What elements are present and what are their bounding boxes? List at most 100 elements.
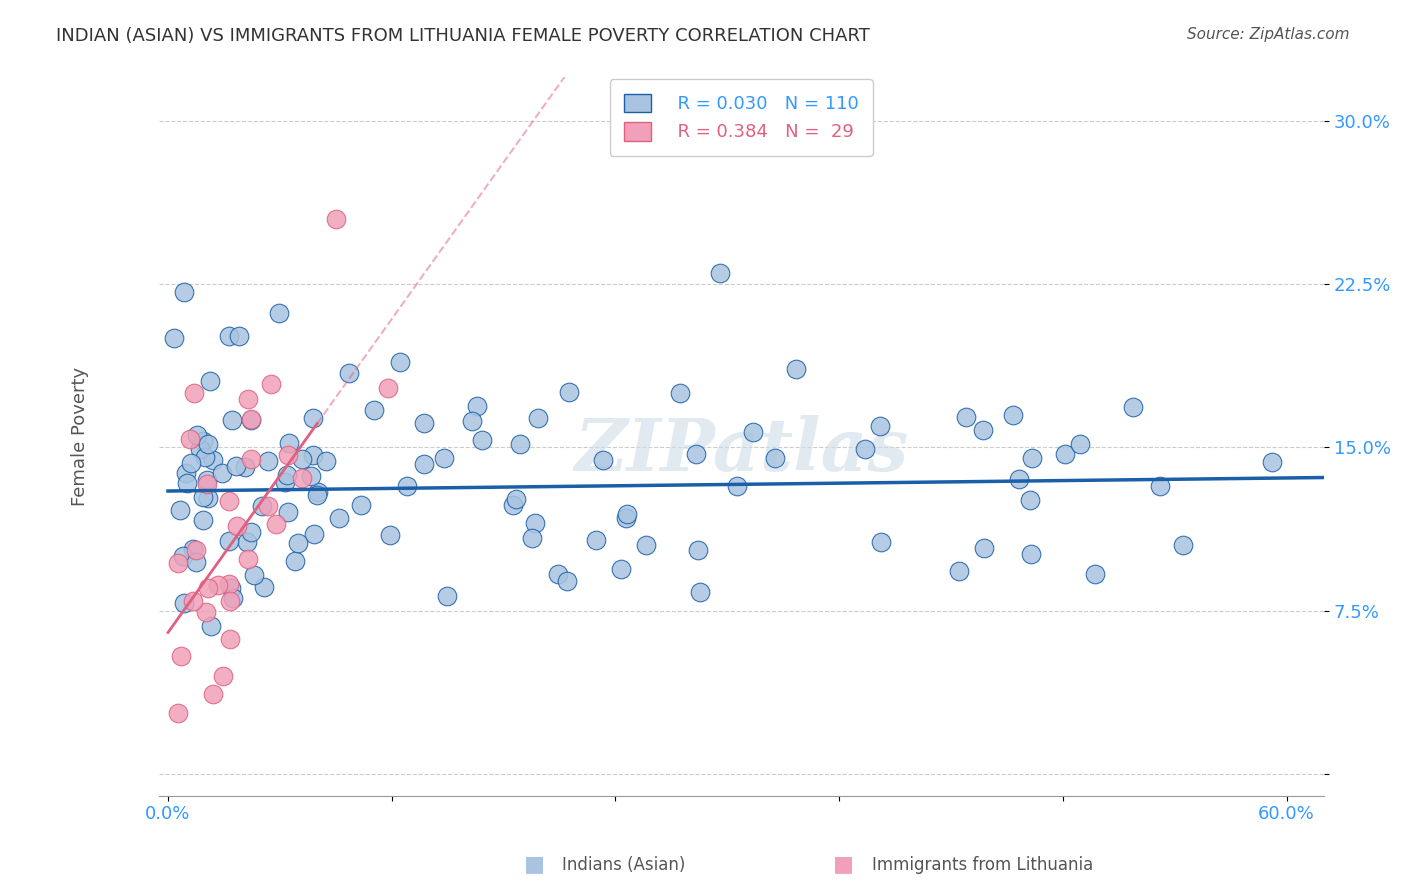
Point [1054,447,1077,461]
Point [302,411,325,425]
Text: ■: ■ [524,855,544,874]
Point [167,706,190,721]
Point [1173,538,1195,552]
Point [616,507,638,521]
Point [236,392,259,406]
Point [163,331,186,345]
Point [240,524,263,539]
Point [236,534,259,549]
Point [291,471,314,485]
Point [269,306,291,320]
Text: INDIAN (ASIAN) VS IMMIGRANTS FROM LITHUANIA FEMALE POVERTY CORRELATION CHART: INDIAN (ASIAN) VS IMMIGRANTS FROM LITHUA… [56,27,870,45]
Point [174,466,197,480]
Point [413,457,436,471]
Y-axis label: Female Poverty: Female Poverty [72,367,89,506]
Point [1084,567,1107,582]
Point [253,580,276,594]
Point [614,511,637,525]
Point [287,535,309,549]
Point [388,355,411,369]
Point [869,418,891,433]
Point [201,687,224,701]
Point [547,566,569,581]
Point [972,423,994,437]
Point [527,410,550,425]
Text: Immigrants from Lithuania: Immigrants from Lithuania [872,856,1092,874]
Point [172,549,194,563]
Point [181,594,204,608]
Point [188,442,211,457]
Point [1019,493,1042,508]
Point [689,584,711,599]
Point [433,450,456,465]
Point [256,499,278,513]
Point [194,450,217,465]
Point [328,511,350,525]
Point [304,526,326,541]
Point [225,519,247,533]
Point [471,434,494,448]
Point [1069,437,1091,451]
Point [585,533,607,547]
Point [592,453,614,467]
Point [505,491,527,506]
Point [250,500,273,514]
Point [191,490,214,504]
Point [669,386,692,401]
Point [502,498,524,512]
Point [948,564,970,578]
Point [363,403,385,417]
Point [201,453,224,467]
Point [465,400,488,414]
Legend:   R = 0.030   N = 110,   R = 0.384   N =  29: R = 0.030 N = 110, R = 0.384 N = 29 [610,79,873,156]
Point [218,534,240,549]
Point [169,649,191,664]
Point [257,453,280,467]
Point [955,410,977,425]
Point [180,456,202,470]
Point [325,211,347,226]
Point [191,434,214,448]
Point [520,531,543,545]
Point [350,498,373,512]
Point [195,476,218,491]
Point [277,436,299,450]
Point [291,452,314,467]
Point [685,447,707,461]
Point [218,493,240,508]
Point [211,669,233,683]
Point [197,491,219,505]
Point [240,452,263,467]
Point [1021,450,1043,465]
Point [377,381,399,395]
Point [315,454,337,468]
Point [763,450,786,465]
Point [636,538,658,552]
Text: Source: ZipAtlas.com: Source: ZipAtlas.com [1187,27,1350,42]
Point [218,576,240,591]
Point [235,459,257,474]
Point [198,374,221,388]
Point [725,478,748,492]
Point [395,479,418,493]
Point [460,413,482,427]
Point [195,605,218,619]
Point [284,554,307,568]
Point [173,285,195,300]
Point [183,386,205,401]
Point [221,413,243,427]
Point [277,505,299,519]
Point [1002,408,1025,422]
Point [299,468,322,483]
Point [277,448,299,462]
Point [239,413,262,427]
Point [1019,548,1042,562]
Point [412,416,434,430]
Point [260,377,283,392]
Point [243,568,266,582]
Point [191,514,214,528]
Point [302,448,325,462]
Point [207,577,229,591]
Point [197,582,219,596]
Point [380,527,402,541]
